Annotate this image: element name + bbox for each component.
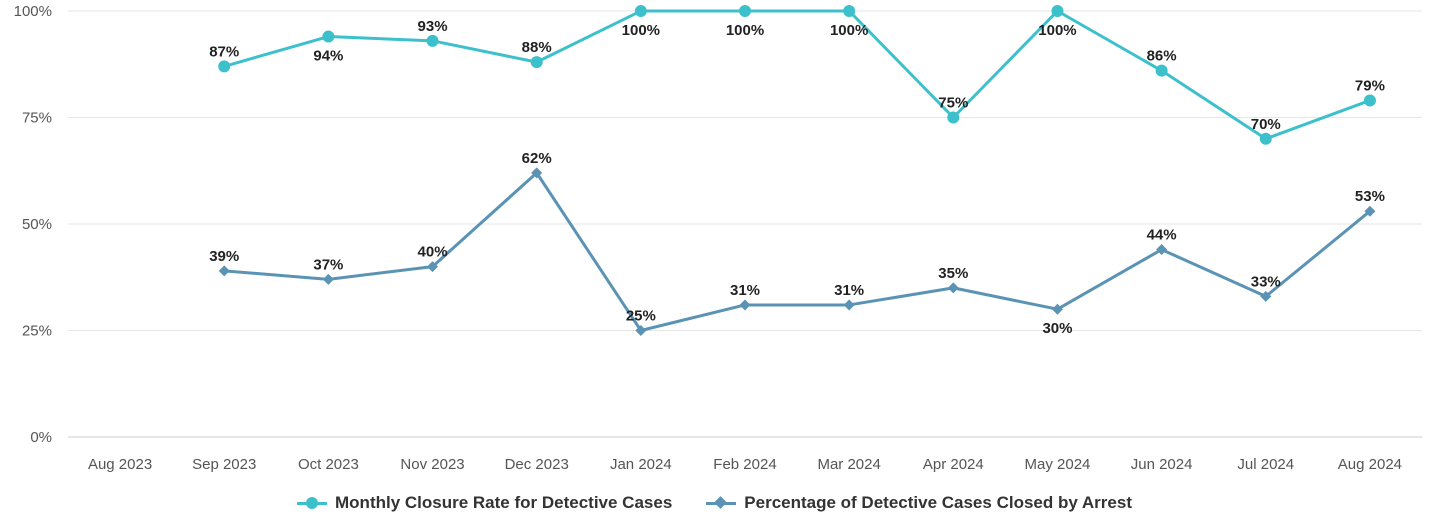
data-point[interactable]	[947, 282, 959, 294]
data-point[interactable]	[1051, 5, 1064, 17]
gridlines	[68, 10, 1422, 438]
x-tick-label: Jun 2024	[1131, 456, 1193, 473]
data-label: 33%	[1251, 273, 1281, 290]
series-group	[218, 5, 1376, 336]
data-label: 44%	[1147, 227, 1177, 244]
data-label: 94%	[313, 48, 343, 65]
legend-label-closure-rate: Monthly Closure Rate for Detective Cases	[335, 493, 673, 512]
data-point[interactable]	[322, 30, 335, 43]
data-label: 40%	[418, 244, 448, 261]
data-label: 31%	[834, 282, 864, 299]
y-tick-label: 100%	[14, 3, 52, 20]
x-tick-label: Aug 2023	[88, 456, 152, 473]
data-label: 75%	[938, 95, 968, 112]
x-tick-label: Jan 2024	[610, 456, 672, 473]
legend-swatch-closed-by-arrest	[706, 496, 737, 510]
x-tick-label: Nov 2023	[400, 456, 464, 473]
legend-label-closed-by-arrest: Percentage of Detective Cases Closed by …	[744, 493, 1132, 512]
data-label: 25%	[626, 308, 656, 325]
x-tick-label: Jul 2024	[1237, 456, 1294, 473]
data-point[interactable]	[218, 60, 231, 73]
data-label: 37%	[313, 256, 343, 273]
data-point[interactable]	[1155, 64, 1168, 77]
data-point[interactable]	[1051, 303, 1063, 315]
data-point[interactable]	[634, 5, 647, 17]
series-line-1	[224, 171, 1371, 332]
data-point[interactable]	[1156, 244, 1168, 256]
y-tick-label: 75%	[22, 110, 52, 127]
legend-item-closed-by-arrest[interactable]: Percentage of Detective Cases Closed by …	[706, 493, 1132, 513]
data-label: 86%	[1147, 48, 1177, 65]
data-point[interactable]	[947, 111, 960, 124]
data-label: 88%	[522, 39, 552, 56]
y-tick-label: 25%	[22, 323, 52, 340]
x-tick-label: Mar 2024	[817, 456, 880, 473]
data-point[interactable]	[739, 5, 751, 17]
data-label: 100%	[1038, 22, 1076, 39]
y-tick-label: 50%	[22, 216, 52, 233]
y-axis: 0% 25% 50% 75% 100%	[14, 3, 52, 446]
data-point[interactable]	[427, 261, 439, 273]
data-point[interactable]	[531, 167, 543, 179]
series-line-0	[223, 9, 1371, 141]
data-point[interactable]	[843, 299, 855, 311]
data-point[interactable]	[426, 34, 439, 47]
data-point[interactable]	[218, 265, 230, 277]
data-label: 53%	[1355, 188, 1385, 205]
data-point[interactable]	[1259, 132, 1272, 145]
data-point[interactable]	[530, 56, 543, 69]
data-label: 70%	[1251, 116, 1281, 133]
x-tick-label: Apr 2024	[923, 456, 984, 473]
x-tick-label: Aug 2024	[1338, 456, 1402, 473]
data-label: 100%	[726, 22, 764, 39]
data-labels: 87% 94% 93% 88% 100% 100% 100% 75% 100% 86% 70% 79%…	[209, 18, 1385, 337]
legend-item-closure-rate[interactable]: Monthly Closure Rate for Detective Cases	[297, 493, 672, 513]
x-axis: Aug 2023 Sep 2023 Oct 2023 Nov 2023 Dec 2023…	[88, 456, 1402, 473]
data-label: 79%	[1355, 77, 1385, 94]
legend: Monthly Closure Rate for Detective Cases…	[0, 493, 1429, 513]
x-tick-label: Dec 2023	[505, 456, 569, 473]
data-label: 100%	[622, 22, 660, 39]
data-point[interactable]	[1363, 94, 1376, 107]
data-point[interactable]	[322, 273, 334, 285]
data-point[interactable]	[1260, 290, 1272, 302]
data-label: 93%	[418, 18, 448, 35]
data-point[interactable]	[843, 5, 856, 17]
x-tick-label: May 2024	[1025, 456, 1091, 473]
data-label: 35%	[938, 265, 968, 282]
x-tick-label: Sep 2023	[192, 456, 256, 473]
data-point[interactable]	[739, 299, 751, 311]
data-label: 30%	[1042, 320, 1072, 337]
x-tick-label: Oct 2023	[298, 456, 359, 473]
data-label: 31%	[730, 282, 760, 299]
data-label: 100%	[830, 22, 868, 39]
y-tick-label: 0%	[30, 429, 52, 446]
line-chart: 0% 25% 50% 75% 100% Aug 2023 Sep 2023 Oct 2023…	[14, 3, 1422, 473]
data-point[interactable]	[1364, 205, 1376, 217]
x-tick-label: Feb 2024	[713, 456, 776, 473]
data-point[interactable]	[635, 325, 647, 336]
data-label: 39%	[209, 248, 239, 265]
data-label: 87%	[209, 43, 239, 60]
legend-swatch-closure-rate	[297, 496, 328, 510]
data-label: 62%	[522, 150, 552, 167]
